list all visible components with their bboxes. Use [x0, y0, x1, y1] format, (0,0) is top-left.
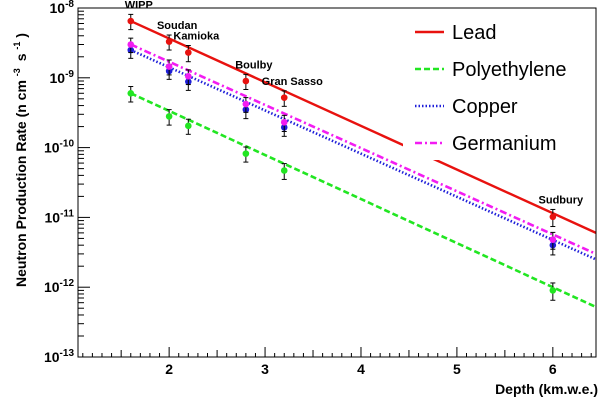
data-point-polyethylene — [549, 287, 557, 294]
y-axis-title-exp1: -3 — [12, 68, 22, 76]
y-tick-label: 10-13 — [44, 348, 74, 365]
y-tick-label: 10-9 — [50, 69, 75, 86]
data-point-germanium — [127, 41, 135, 48]
y-tick-label: 10-8 — [50, 0, 75, 16]
data-point-polyethylene — [280, 167, 288, 174]
y-tick-exponent: -10 — [60, 139, 75, 150]
data-point-lead — [165, 38, 173, 45]
x-tick-label: 4 — [357, 361, 365, 377]
legend-box — [403, 10, 595, 160]
data-point-polyethylene — [127, 89, 135, 97]
data-point-polyethylene — [165, 113, 173, 120]
data-point-germanium — [185, 73, 192, 80]
fit-line-polyethylene — [130, 92, 597, 309]
x-tick-label: 6 — [549, 361, 557, 377]
y-tick-exponent: -11 — [60, 208, 74, 219]
fit-line-germanium — [130, 43, 597, 256]
data-point-lead — [242, 77, 250, 85]
y-tick-label: 10-11 — [45, 208, 75, 225]
y-tick-exponent: -8 — [65, 0, 74, 10]
x-tick-label: 5 — [453, 361, 461, 377]
data-point-germanium — [242, 100, 250, 108]
y-axis-title-unit: s — [13, 53, 29, 61]
x-tick-label: 2 — [165, 361, 173, 377]
y-tick-label: 10-12 — [44, 278, 74, 295]
legend-label-lead: Lead — [452, 22, 497, 44]
data-point-lead — [185, 49, 192, 56]
y-tick-base: 10 — [50, 0, 66, 16]
fit-line-lead — [130, 19, 597, 234]
y-tick-base: 10 — [44, 349, 60, 365]
legend-label-polyethylene: Polyethylene — [452, 59, 567, 81]
data-point-polyethylene — [242, 150, 250, 157]
data-point-germanium — [165, 63, 173, 70]
site-label: Gran Sasso — [262, 76, 323, 88]
data-point-lead — [280, 94, 288, 101]
site-label: Kamioka — [173, 31, 220, 43]
data-point-germanium — [280, 119, 288, 126]
x-axis-title: Depth (km.w.e.) — [495, 381, 598, 397]
y-tick-base: 10 — [45, 209, 61, 225]
y-tick-exponent: -12 — [60, 278, 75, 289]
y-tick-exponent: -9 — [65, 69, 74, 80]
y-tick-base: 10 — [50, 70, 66, 86]
x-tick-label: 3 — [261, 361, 269, 377]
y-tick-label: 10-10 — [44, 139, 74, 156]
site-label: Boulby — [235, 59, 273, 71]
y-axis-title-exp2: -1 — [12, 42, 22, 50]
fit-lines — [130, 19, 597, 309]
legend-label-germanium: Germanium — [452, 133, 556, 155]
y-tick-exponent: -13 — [60, 348, 75, 359]
y-axis-title-close: ) — [13, 33, 29, 38]
site-label: Soudan — [157, 20, 198, 32]
y-axis-title: Neutron Production Rate (n cm -3 s -1 ) — [7, 33, 29, 287]
data-point-lead — [127, 17, 135, 25]
y-tick-base: 10 — [44, 279, 60, 295]
legend-label-copper: Copper — [452, 96, 518, 118]
site-label: Sudbury — [539, 194, 584, 206]
data-points — [127, 13, 557, 301]
fit-line-copper — [130, 48, 597, 261]
legend: Lead Polyethylene Copper Germanium — [403, 10, 595, 160]
data-point-polyethylene — [185, 122, 192, 130]
site-label: WIPP — [125, 0, 153, 11]
data-point-germanium — [549, 236, 557, 243]
y-axis-title-main: Neutron Production Rate (n cm — [13, 80, 29, 287]
y-tick-base: 10 — [44, 140, 60, 156]
plot-frame — [77, 7, 597, 358]
data-point-lead — [549, 213, 557, 221]
